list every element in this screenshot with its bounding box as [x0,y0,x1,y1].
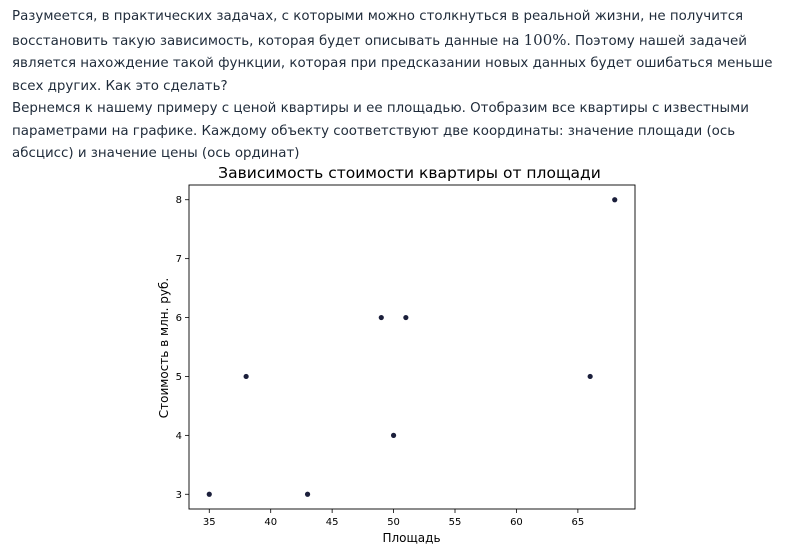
x-tick-label: 50 [387,517,400,528]
y-tick-label: 8 [176,195,182,206]
percent-formula: 100% [523,30,567,49]
data-point [304,491,311,497]
data-point [612,197,618,203]
y-tick-label: 7 [176,254,182,265]
x-tick-label: 55 [449,517,462,528]
data-point [390,432,397,438]
data-point [587,373,593,380]
explanation-text: Разумеется, в практических задачах, с ко… [12,6,784,166]
x-tick-label: 65 [572,517,585,528]
x-axis-label: Площадь [382,531,440,545]
plot-frame [188,184,636,510]
data-point [378,314,384,321]
x-tick-label: 60 [510,517,523,528]
y-tick-label: 3 [176,490,182,501]
paragraph-2: Вернемся к нашему примеру с ценой кварти… [12,101,749,161]
data-point [243,373,249,380]
y-axis-label: Стоимость в млн. руб. [157,278,171,418]
x-tick-label: 45 [326,517,339,528]
chart-title: Зависимость стоимости квартиры от площад… [218,164,601,182]
x-tick-label: 35 [203,517,216,528]
data-point [206,491,212,497]
y-tick-label: 5 [176,372,182,383]
paragraph-1: Разумеется, в практических задачах, с ко… [12,6,784,98]
paragraph-1-part-1: Разумеется, в практических задачах, с ко… [12,9,744,49]
y-tick-label: 6 [176,313,182,324]
data-point [403,314,409,321]
y-tick-label: 4 [176,431,182,442]
paragraph-1-part-2: . Поэтому нашей задачей является нахожде… [12,33,773,94]
x-tick-label: 40 [264,517,277,528]
